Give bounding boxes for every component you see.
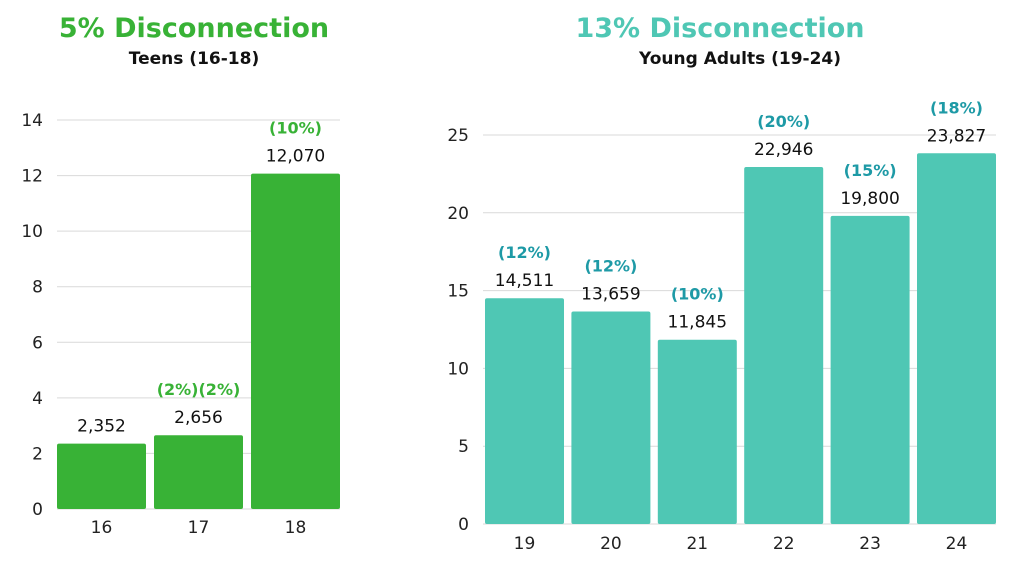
adults-x-tick-label: 23 <box>859 534 881 554</box>
adults-y-tick-label: 0 <box>458 515 469 535</box>
teens-chart: 0 2 4 6 8 10 12 14 16 2,352 17 2,656 (2%)(2%) 18 12,07… <box>21 111 340 538</box>
teens-value-label: 12,070 <box>266 147 325 167</box>
adults-bar-22 <box>744 166 824 524</box>
adults-chart-title: 13% Disconnection <box>575 13 864 44</box>
adults-value-label: 23,827 <box>927 126 986 146</box>
adults-x-tick-label: 22 <box>773 534 795 554</box>
adults-bar-20 <box>571 311 651 524</box>
teens-bar-17 <box>154 435 243 509</box>
adults-percent-label: (18%) <box>930 98 983 117</box>
adults-y-tick-label: 10 <box>447 359 469 379</box>
teens-bar-16 <box>57 443 146 509</box>
teens-chart-subtitle: Teens (16-18) <box>129 49 259 69</box>
adults-x-tick-label: 19 <box>514 534 536 554</box>
adults-y-tick-label: 25 <box>447 126 469 146</box>
teens-value-label: 2,352 <box>77 417 126 437</box>
adults-x-tick-label: 24 <box>946 534 968 554</box>
adults-value-label: 19,800 <box>840 189 899 209</box>
teens-y-tick-label: 4 <box>32 389 43 409</box>
teens-x-tick-label: 17 <box>188 518 210 538</box>
teens-bar-18 <box>251 173 340 509</box>
adults-value-label: 14,511 <box>495 271 554 291</box>
teens-y-tick-label: 0 <box>32 500 43 520</box>
teens-percent-label: (2%)(2%) <box>157 380 241 399</box>
teens-x-tick-label: 18 <box>285 518 307 538</box>
adults-percent-label: (10%) <box>671 285 724 304</box>
adults-percent-label: (15%) <box>844 161 897 180</box>
adults-y-tick-label: 20 <box>447 204 469 224</box>
adults-bar-21 <box>657 339 737 524</box>
teens-y-tick-label: 12 <box>21 167 43 187</box>
teens-x-tick-label: 16 <box>91 518 113 538</box>
adults-x-tick-label: 20 <box>600 534 622 554</box>
adults-value-label: 13,659 <box>581 284 640 304</box>
adults-chart-subtitle: Young Adults (19-24) <box>638 49 841 69</box>
adults-bar-24 <box>917 153 996 524</box>
adults-y-tick-label: 5 <box>458 437 469 457</box>
adults-bar-23 <box>830 215 910 525</box>
adults-x-tick-label: 21 <box>686 534 708 554</box>
adults-value-label: 22,946 <box>754 140 813 160</box>
young-adults-chart: 0 5 10 15 20 25 19 14,511 (12%) 20 13,659 (12%) 21 11… <box>447 98 996 554</box>
teens-percent-label: (10%) <box>269 119 322 138</box>
adults-percent-label: (20%) <box>757 112 810 131</box>
teens-value-label: 2,656 <box>174 408 223 428</box>
adults-y-tick-label: 15 <box>447 282 469 302</box>
teens-y-tick-label: 14 <box>21 111 43 131</box>
adults-bar-19 <box>485 298 564 524</box>
teens-chart-title: 5% Disconnection <box>59 13 329 44</box>
adults-percent-label: (12%) <box>498 243 551 262</box>
adults-value-label: 11,845 <box>668 313 727 333</box>
adults-percent-label: (12%) <box>584 256 637 275</box>
teens-y-tick-label: 6 <box>32 333 43 353</box>
teens-y-tick-label: 10 <box>21 222 43 242</box>
teens-y-tick-label: 2 <box>32 444 43 464</box>
teens-y-tick-label: 8 <box>32 278 43 298</box>
